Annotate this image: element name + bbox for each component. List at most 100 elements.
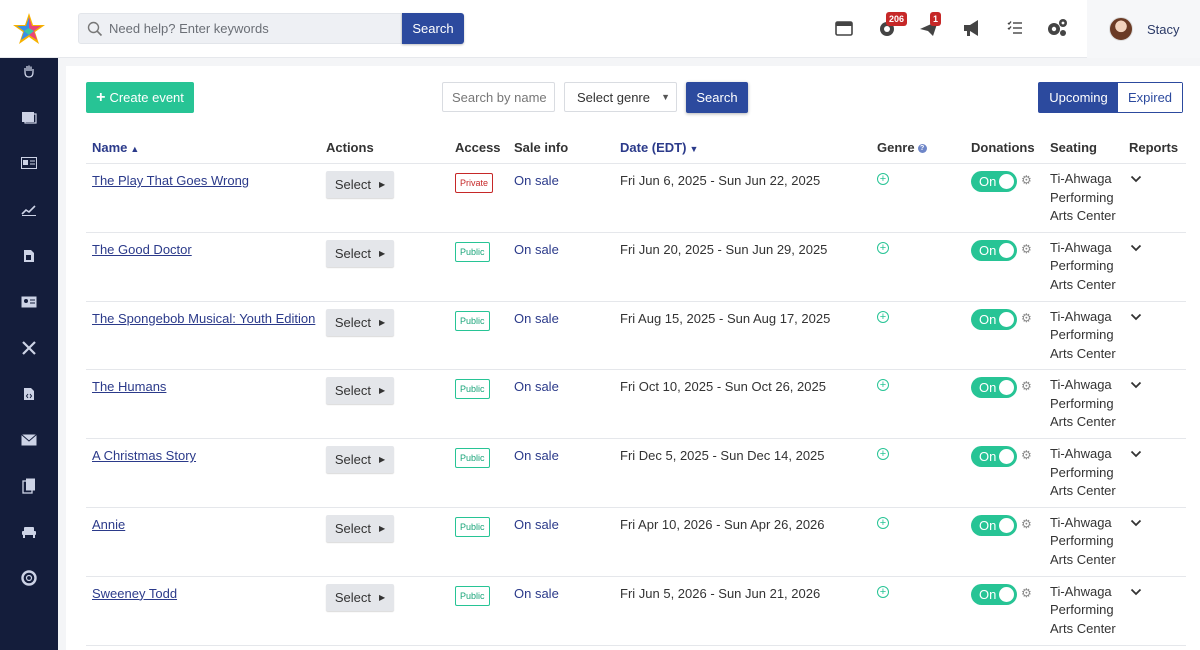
sale-status[interactable]: On sale xyxy=(514,173,559,188)
select-actions-button[interactable]: Select ▶ xyxy=(326,239,394,267)
gear-icon[interactable]: ⚙ xyxy=(1021,310,1032,325)
add-genre-icon[interactable]: + xyxy=(877,379,889,392)
donations-toggle[interactable]: On xyxy=(971,171,1017,192)
genre-select[interactable]: Select genre ▼ xyxy=(564,82,677,112)
seat-icon[interactable] xyxy=(19,522,39,542)
chevron-down-icon[interactable] xyxy=(1130,173,1142,185)
id-card-icon[interactable] xyxy=(19,153,39,173)
donations-toggle[interactable]: On xyxy=(971,583,1017,605)
messages-icon[interactable]: 1 xyxy=(918,12,942,40)
donations-toggle[interactable]: On xyxy=(971,239,1017,261)
window-icon[interactable] xyxy=(833,16,855,40)
sale-status[interactable]: On sale xyxy=(514,516,559,532)
event-name-link[interactable]: Sweeney Todd xyxy=(92,585,178,601)
event-name-link[interactable]: The Humans xyxy=(92,379,167,395)
chevron-down-icon[interactable] xyxy=(1130,448,1142,460)
copy-icon[interactable] xyxy=(19,476,39,496)
select-actions-button[interactable]: Select ▶ xyxy=(326,171,394,198)
chevron-down-icon[interactable] xyxy=(1130,586,1142,598)
chevron-down-icon[interactable] xyxy=(1130,379,1142,391)
select-actions-button[interactable]: Select ▶ xyxy=(326,377,394,405)
sale-status[interactable]: On sale xyxy=(514,310,559,326)
ticket-icon[interactable] xyxy=(19,107,39,127)
create-event-button[interactable]: + Create event xyxy=(86,82,194,113)
toggle-knob xyxy=(999,380,1014,396)
add-genre-icon[interactable]: + xyxy=(877,241,889,254)
header-date[interactable]: Date (EDT) ▼ xyxy=(620,140,699,155)
tab-upcoming[interactable]: Upcoming xyxy=(1039,83,1118,112)
sidebar xyxy=(0,58,58,650)
add-genre-icon[interactable]: + xyxy=(877,516,889,529)
donations-toggle-label: On xyxy=(979,242,997,258)
gear-icon[interactable]: ⚙ xyxy=(1021,448,1032,463)
header-name[interactable]: Name ▲︎ xyxy=(92,140,140,155)
checklist-icon[interactable] xyxy=(1004,16,1026,40)
access-badge: Private xyxy=(455,173,494,193)
name-search-input[interactable] xyxy=(442,82,555,112)
filter-search-button[interactable]: Search xyxy=(686,82,748,113)
add-genre-icon[interactable]: + xyxy=(877,448,889,461)
donations-toggle-label: On xyxy=(979,311,997,327)
chevron-down-icon[interactable] xyxy=(1130,311,1142,323)
donations-toggle[interactable]: On xyxy=(971,446,1017,468)
sale-status[interactable]: On sale xyxy=(514,585,559,601)
support-icon[interactable] xyxy=(19,568,39,588)
select-actions-button[interactable]: Select ▶ xyxy=(326,446,394,474)
table-row: A Christmas Story Select ▶ Public On sale… xyxy=(86,439,1186,508)
app-logo[interactable] xyxy=(0,0,58,58)
donations-toggle-label: On xyxy=(979,380,997,396)
seating-venue: Ti-Ahwaga Performing Arts Center xyxy=(1050,446,1116,499)
donations-toggle[interactable]: On xyxy=(971,514,1017,536)
caret-right-icon: ▶ xyxy=(378,523,386,533)
mail-icon[interactable] xyxy=(19,430,39,450)
contact-card-icon[interactable] xyxy=(19,292,39,312)
gear-icon[interactable]: ⚙ xyxy=(1021,516,1032,531)
logo-icon xyxy=(13,13,45,44)
gear-icon[interactable]: ⚙ xyxy=(1021,241,1032,256)
user-menu[interactable]: Stacy xyxy=(1087,0,1200,58)
toggle-knob xyxy=(999,174,1014,189)
event-dates: Fri Dec 5, 2025 - Sun Dec 14, 2025 xyxy=(620,448,825,464)
toggle-knob xyxy=(999,242,1014,258)
gear-icon[interactable]: ⚙ xyxy=(1021,585,1032,600)
hand-icon[interactable] xyxy=(19,61,39,81)
megaphone-icon[interactable] xyxy=(961,16,983,40)
event-dates: Fri Jun 5, 2026 - Sun Jun 21, 2026 xyxy=(620,585,821,601)
gear-icon[interactable]: ⚙ xyxy=(1021,173,1032,187)
notifications-icon[interactable]: 206 xyxy=(876,12,908,40)
add-genre-icon[interactable]: + xyxy=(877,585,889,598)
gear-icon[interactable]: ⚙ xyxy=(1021,379,1032,394)
select-actions-button[interactable]: Select ▶ xyxy=(326,308,394,336)
add-genre-icon[interactable]: + xyxy=(877,173,889,185)
event-name-link[interactable]: The Play That Goes Wrong xyxy=(92,173,250,188)
settings-icon[interactable] xyxy=(1046,16,1068,40)
access-badge: Public xyxy=(455,585,490,606)
sale-status[interactable]: On sale xyxy=(514,448,559,464)
sale-status[interactable]: On sale xyxy=(514,241,559,257)
events-table: Name ▲︎ Actions Access Sale info Date (ED… xyxy=(86,132,1186,646)
chart-icon[interactable] xyxy=(19,200,39,220)
genre-select-value: Select genre xyxy=(577,89,650,105)
add-genre-icon[interactable]: + xyxy=(877,310,889,323)
tab-expired[interactable]: Expired xyxy=(1118,83,1182,112)
event-name-link[interactable]: The Good Doctor xyxy=(92,241,192,257)
help-search-button[interactable]: Search xyxy=(402,13,464,44)
code-file-icon[interactable] xyxy=(19,384,39,404)
donations-toggle[interactable]: On xyxy=(971,308,1017,330)
event-dates: Fri Oct 10, 2025 - Sun Oct 26, 2025 xyxy=(620,379,826,395)
help-search-input[interactable] xyxy=(109,21,389,36)
event-name-link[interactable]: A Christmas Story xyxy=(92,448,197,464)
chevron-down-icon[interactable] xyxy=(1130,517,1142,529)
select-actions-button[interactable]: Select ▶ xyxy=(326,583,394,611)
tools-icon[interactable] xyxy=(19,338,39,358)
help-icon[interactable]: ? xyxy=(917,144,927,154)
event-name-link[interactable]: The Spongebob Musical: Youth Edition xyxy=(92,310,316,326)
document-icon[interactable] xyxy=(19,246,39,266)
sale-status[interactable]: On sale xyxy=(514,379,559,395)
chevron-down-icon[interactable] xyxy=(1130,242,1142,254)
select-actions-button[interactable]: Select ▶ xyxy=(326,514,394,542)
header-access: Access xyxy=(455,140,501,155)
event-name-link[interactable]: Annie xyxy=(92,516,126,532)
donations-toggle[interactable]: On xyxy=(971,377,1017,399)
header-actions: Actions xyxy=(326,140,374,155)
